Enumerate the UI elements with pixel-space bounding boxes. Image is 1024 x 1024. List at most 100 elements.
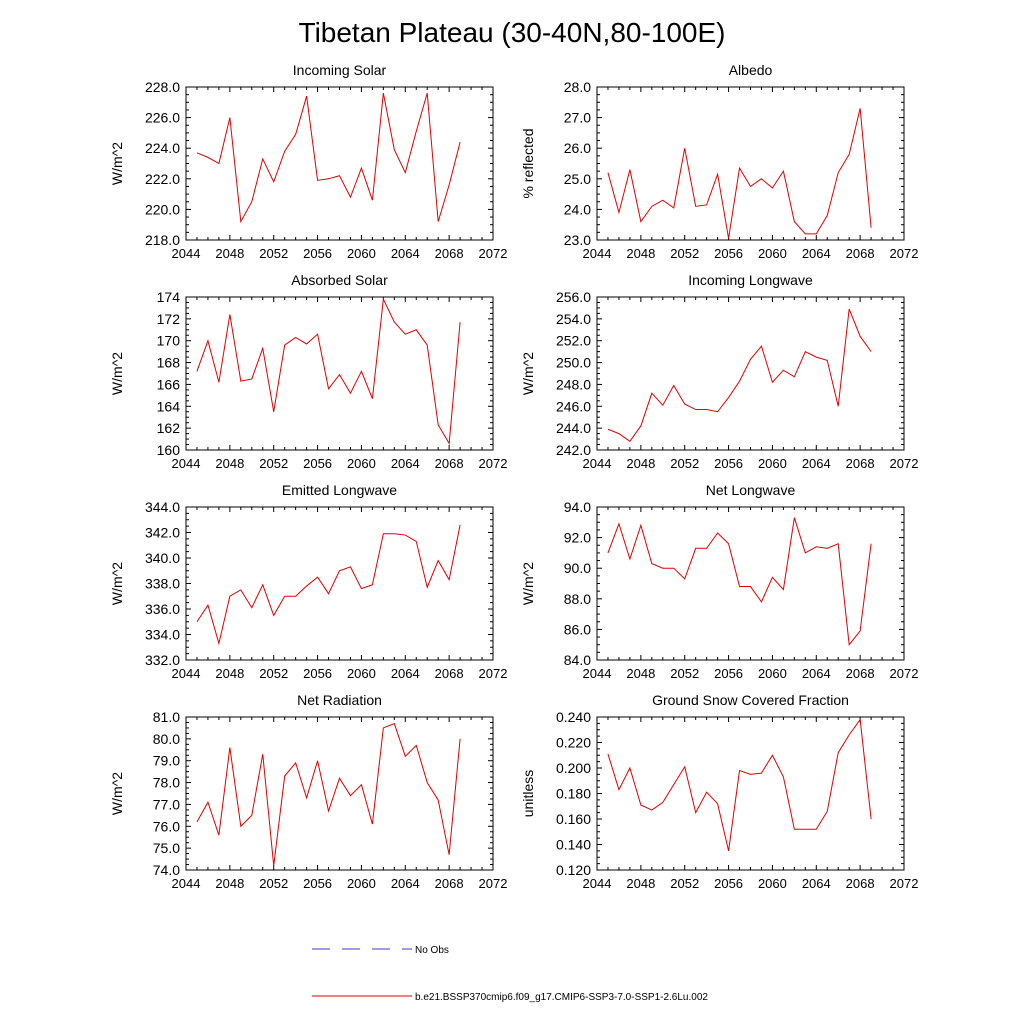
x-tick-label: 2064 (391, 456, 420, 471)
y-tick-label: 336.0 (145, 601, 180, 617)
panels: 2044 2048 2052 2056 2060 2064 2068 2072 218.0 220… (109, 62, 918, 891)
panel-incoming-longwave: 2044 2048 2052 2056 2060 2064 2068 2072 242.0 244… (520, 272, 918, 471)
x-tick-label: 2044 (172, 246, 201, 261)
x-tick-label: 2068 (435, 456, 464, 471)
panel-absorbed-solar: 2044 2048 2052 2056 2060 2064 2068 2072 160 162 16… (109, 272, 507, 471)
x-tick-label: 2056 (303, 246, 332, 261)
x-tick-label: 2052 (259, 456, 288, 471)
x-tick-label: 2064 (802, 666, 831, 681)
y-tick-label: 340.0 (145, 550, 180, 566)
x-tick-label: 2052 (259, 246, 288, 261)
panel-net-radiation: 2044 2048 2052 2056 2060 2064 2068 2072 74.0 75.0… (109, 692, 507, 891)
x-tick-label: 2064 (802, 456, 831, 471)
y-tick-label: 166 (157, 376, 181, 392)
panel-title: Ground Snow Covered Fraction (652, 692, 849, 708)
x-tick-label: 2048 (215, 456, 244, 471)
x-tick-label: 2072 (890, 246, 919, 261)
y-axis-label: unitless (520, 770, 536, 817)
y-tick-label: 0.200 (556, 760, 591, 776)
x-tick-label: 2052 (670, 876, 699, 891)
y-tick-label: 168 (157, 355, 181, 371)
y-tick-label: 78.0 (153, 775, 180, 791)
x-tick-label: 2056 (303, 876, 332, 891)
x-tick-label: 2056 (303, 666, 332, 681)
x-tick-label: 2072 (890, 876, 919, 891)
y-tick-label: 24.0 (564, 201, 591, 217)
panel-ground-snow-covered-fraction: 2044 2048 2052 2056 2060 2064 2068 2072 0.120 0.1… (520, 692, 918, 891)
plot-frame (185, 296, 494, 451)
plot-frame (185, 506, 494, 661)
y-axis-label: W/m^2 (520, 352, 536, 395)
y-tick-label: 77.0 (153, 796, 180, 812)
x-tick-label: 2060 (347, 666, 376, 681)
panel-incoming-solar: 2044 2048 2052 2056 2060 2064 2068 2072 218.0 220… (109, 62, 507, 261)
x-tick-label: 2072 (479, 666, 508, 681)
y-tick-label: 75.0 (153, 840, 180, 856)
plot-frame (185, 716, 494, 871)
panel-title: Net Radiation (297, 692, 382, 708)
x-tick-label: 2068 (846, 876, 875, 891)
x-tick-label: 2068 (846, 246, 875, 261)
x-tick-label: 2048 (626, 876, 655, 891)
y-tick-label: 256.0 (556, 289, 591, 305)
panel-title: Absorbed Solar (291, 272, 388, 288)
y-axis-label: W/m^2 (109, 352, 125, 395)
y-axis-label: W/m^2 (520, 562, 536, 605)
y-tick-label: 338.0 (145, 576, 180, 592)
x-tick-label: 2060 (347, 456, 376, 471)
x-tick-label: 2072 (890, 456, 919, 471)
y-tick-label: 84.0 (564, 652, 591, 668)
panel-net-longwave: 2044 2048 2052 2056 2060 2064 2068 2072 84.0 86.0… (520, 482, 918, 681)
y-tick-label: 23.0 (564, 232, 591, 248)
x-tick-label: 2064 (391, 246, 420, 261)
x-tick-label: 2068 (435, 246, 464, 261)
y-tick-label: 252.0 (556, 333, 591, 349)
y-axis-label: W/m^2 (109, 772, 125, 815)
x-tick-label: 2064 (391, 876, 420, 891)
y-tick-label: 174 (157, 289, 181, 305)
y-tick-label: 80.0 (153, 731, 180, 747)
legend-label-no-obs: No Obs (415, 945, 449, 956)
y-tick-label: 88.0 (564, 591, 591, 607)
x-tick-label: 2044 (172, 456, 201, 471)
x-tick-label: 2048 (626, 666, 655, 681)
legend-item-no-obs: No Obs (312, 945, 449, 956)
legend-label-run: b.e21.BSSP370cmip6.f09_g17.CMIP6-SSP3-7.… (415, 992, 708, 1003)
series-line (196, 297, 461, 446)
y-tick-label: 92.0 (564, 530, 591, 546)
y-tick-label: 0.120 (556, 862, 591, 878)
x-tick-label: 2068 (435, 876, 464, 891)
y-tick-label: 27.0 (564, 110, 591, 126)
x-tick-label: 2044 (172, 876, 201, 891)
y-tick-label: 342.0 (145, 525, 180, 541)
panel-title: Albedo (729, 62, 773, 78)
x-tick-label: 2044 (583, 246, 612, 261)
plot-frame (185, 86, 494, 241)
x-tick-label: 2048 (215, 246, 244, 261)
x-tick-label: 2064 (802, 876, 831, 891)
y-tick-label: 226.0 (145, 110, 180, 126)
y-tick-label: 28.0 (564, 79, 591, 95)
y-axis-label: % reflected (520, 128, 536, 198)
y-tick-label: 246.0 (556, 398, 591, 414)
y-tick-label: 26.0 (564, 140, 591, 156)
x-tick-label: 2052 (670, 246, 699, 261)
y-tick-label: 0.160 (556, 811, 591, 827)
legend-item-run: b.e21.BSSP370cmip6.f09_g17.CMIP6-SSP3-7.… (312, 992, 708, 1003)
x-tick-label: 2048 (626, 456, 655, 471)
y-tick-label: 170 (157, 333, 181, 349)
x-tick-label: 2072 (890, 666, 919, 681)
y-tick-label: 254.0 (556, 311, 591, 327)
y-tick-label: 76.0 (153, 818, 180, 834)
y-tick-label: 248.0 (556, 376, 591, 392)
y-tick-label: 90.0 (564, 560, 591, 576)
plot-frame (596, 716, 905, 871)
series-line (196, 92, 461, 224)
y-tick-label: 332.0 (145, 652, 180, 668)
series-line (607, 517, 872, 646)
y-tick-label: 79.0 (153, 753, 180, 769)
x-tick-label: 2060 (758, 456, 787, 471)
series-line (607, 108, 872, 239)
x-tick-label: 2064 (391, 666, 420, 681)
